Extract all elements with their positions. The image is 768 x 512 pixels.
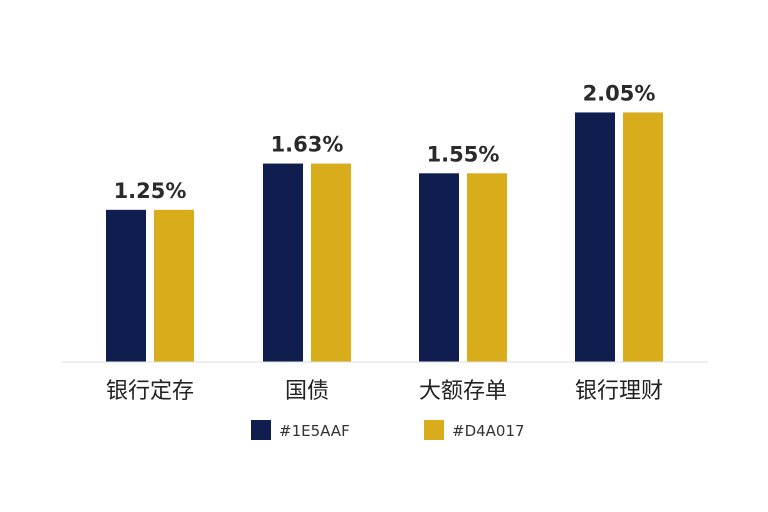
bar-2-series-1 — [467, 173, 507, 362]
legend-label-series-1: #D4A017 — [452, 422, 525, 440]
category-label-1: 国债 — [285, 379, 329, 404]
bar-2-series-0 — [419, 173, 459, 362]
bar-3-series-1 — [623, 112, 663, 362]
legend: #1E5AAF #D4A017 — [251, 420, 525, 440]
legend-swatch-series-1 — [424, 420, 444, 440]
value-label-0: 1.25% — [114, 179, 187, 203]
value-label-2: 1.55% — [427, 142, 500, 166]
legend-swatch-series-0 — [251, 420, 271, 440]
value-label-1: 1.63% — [271, 133, 344, 157]
bars-group — [106, 112, 663, 362]
category-labels-group: 银行定存 国债 大额存单 银行理财 — [106, 379, 663, 404]
bar-0-series-1 — [154, 209, 194, 362]
bar-3-series-0 — [575, 112, 615, 362]
bar-0-series-0 — [106, 209, 146, 362]
category-label-2: 大额存单 — [419, 379, 507, 404]
category-label-0: 银行定存 — [106, 379, 194, 404]
value-labels-group: 1.25% 1.63% 1.55% 2.05% — [114, 81, 656, 202]
value-label-3: 2.05% — [583, 81, 656, 105]
category-label-3: 银行理财 — [575, 379, 663, 404]
bar-1-series-0 — [263, 163, 303, 362]
bar-1-series-1 — [311, 163, 351, 362]
legend-label-series-0: #1E5AAF — [279, 422, 350, 440]
